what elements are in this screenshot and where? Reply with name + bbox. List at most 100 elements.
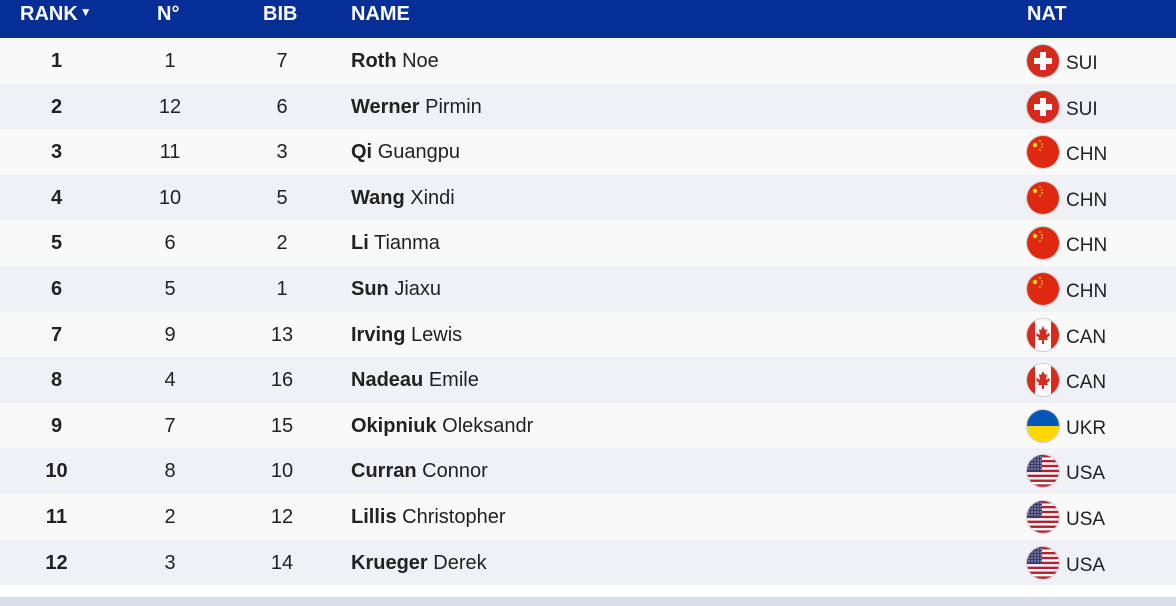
nation-code: SUI xyxy=(1066,98,1098,120)
athlete-name[interactable]: Roth Noe xyxy=(351,50,439,72)
last-name: Okipniuk xyxy=(351,414,437,437)
bib-cell: 6 xyxy=(276,95,288,118)
bib-column-header[interactable]: BIB xyxy=(263,3,298,25)
usa-flag-icon xyxy=(1027,500,1059,533)
nation-code: CHN xyxy=(1066,189,1108,211)
china-flag-icon xyxy=(1027,136,1059,169)
athlete-name[interactable]: Curran Connor xyxy=(351,460,488,482)
china-flag-icon xyxy=(1027,227,1059,260)
nation-code: CAN xyxy=(1066,326,1107,348)
rank-cell: 10 xyxy=(45,460,68,483)
first-name: Lewis xyxy=(411,323,463,346)
first-name: Tianma xyxy=(373,232,440,255)
table-row[interactable]: 3 11 3 Qi Guangpu CHN xyxy=(0,129,1176,175)
first-name: Oleksandr xyxy=(442,414,534,437)
canada-flag-icon xyxy=(1027,364,1059,397)
number-cell: 1 xyxy=(164,50,176,72)
ukraine-flag-icon xyxy=(1027,409,1059,442)
nation-code: CAN xyxy=(1066,372,1107,394)
usa-flag-icon xyxy=(1027,455,1059,488)
number-cell: 4 xyxy=(164,369,176,392)
table-row[interactable]: 4 10 5 Wang Xindi CHN xyxy=(0,174,1176,221)
number-cell: 10 xyxy=(158,186,182,209)
bib-cell: 15 xyxy=(270,414,294,437)
table-row[interactable]: 7 9 13 Irving Lewis CAN xyxy=(0,311,1176,358)
first-name: Noe xyxy=(402,50,439,72)
rank-cell: 5 xyxy=(50,232,63,255)
last-name: Sun xyxy=(351,277,389,300)
nation-code: USA xyxy=(1066,508,1106,530)
rank-header-label: RANK xyxy=(20,3,78,25)
last-name: Curran xyxy=(351,460,417,483)
first-name: Derek xyxy=(433,551,487,574)
athlete-name[interactable]: Werner Pirmin xyxy=(351,96,482,118)
nation-code: USA xyxy=(1066,463,1106,485)
table-row[interactable]: 12 3 14 Krueger Derek USA xyxy=(0,539,1176,586)
athlete-name[interactable]: Irving Lewis xyxy=(351,324,462,346)
table-row[interactable]: 6 5 1 Sun Jiaxu CHN xyxy=(0,265,1176,312)
last-name: Werner xyxy=(351,95,420,118)
athlete-name[interactable]: Okipniuk Oleksandr xyxy=(351,415,533,437)
bib-cell: 2 xyxy=(276,232,288,255)
rank-cell: 2 xyxy=(50,95,63,118)
last-name: Irving xyxy=(351,323,406,346)
china-flag-icon xyxy=(1027,181,1059,214)
last-name: Wang xyxy=(351,186,405,209)
number-cell: 9 xyxy=(164,323,176,346)
rank-cell: 7 xyxy=(50,323,63,346)
bib-cell: 7 xyxy=(276,50,288,72)
table-row[interactable]: 11 2 12 Lillis Christopher USA xyxy=(0,493,1176,540)
athlete-name[interactable]: Li Tianma xyxy=(351,232,440,254)
bib-cell: 10 xyxy=(270,460,294,483)
rank-cell: 6 xyxy=(50,277,63,300)
first-name: Pirmin xyxy=(425,95,482,118)
nation-code: UKR xyxy=(1066,417,1107,439)
athlete-name[interactable]: Lillis Christopher xyxy=(351,506,506,528)
number-cell: 8 xyxy=(164,460,176,483)
bib-cell: 13 xyxy=(270,323,294,346)
athlete-name[interactable]: Nadeau Emile xyxy=(351,369,479,391)
athlete-name[interactable]: Sun Jiaxu xyxy=(351,278,441,300)
table-row[interactable]: 9 7 15 Okipniuk Oleksandr UKR xyxy=(0,402,1176,449)
table-row[interactable]: 10 8 10 Curran Connor USA xyxy=(0,448,1176,494)
name-column-header[interactable]: NAME xyxy=(351,3,410,25)
rank-cell: 11 xyxy=(45,505,68,528)
results-table-body: 1 1 7 Roth Noe SUI 2 12 6 Werner Pirmin S… xyxy=(0,38,1176,586)
athlete-name[interactable]: Wang Xindi xyxy=(351,187,455,209)
last-name: Nadeau xyxy=(351,369,424,392)
table-footer-bar xyxy=(0,597,1176,606)
first-name: Connor xyxy=(422,460,488,483)
bib-cell: 5 xyxy=(276,186,288,209)
number-cell: 12 xyxy=(158,95,182,118)
last-name: Roth xyxy=(351,50,397,72)
table-row[interactable]: 8 4 16 Nadeau Emile CAN xyxy=(0,357,1176,403)
first-name: Christopher xyxy=(402,505,506,528)
table-row[interactable]: 1 1 7 Roth Noe SUI xyxy=(0,38,1176,84)
number-cell: 11 xyxy=(159,141,181,164)
bib-cell: 12 xyxy=(270,505,294,528)
nat-column-header[interactable]: NAT xyxy=(1027,3,1067,25)
last-name: Qi xyxy=(351,141,373,164)
first-name: Emile xyxy=(428,369,479,392)
rank-cell: 12 xyxy=(45,551,68,574)
china-flag-icon xyxy=(1027,272,1059,305)
nation-code: USA xyxy=(1066,554,1106,576)
rank-cell: 3 xyxy=(50,141,63,164)
no-column-header[interactable]: N° xyxy=(157,3,180,25)
number-cell: 6 xyxy=(164,232,176,255)
nation-code: CHN xyxy=(1066,280,1108,302)
table-row[interactable]: 5 6 2 Li Tianma CHN xyxy=(0,220,1176,266)
table-row[interactable]: 2 12 6 Werner Pirmin SUI xyxy=(0,83,1176,130)
athlete-name[interactable]: Krueger Derek xyxy=(351,552,487,574)
number-cell: 7 xyxy=(164,414,176,437)
usa-flag-icon xyxy=(1027,546,1059,579)
sort-desc-icon: ▼ xyxy=(79,5,92,19)
last-name: Li xyxy=(351,232,369,255)
rank-column-header[interactable]: RANK ▼ xyxy=(20,2,92,28)
nation-code: SUI xyxy=(1066,53,1098,74)
rank-cell: 9 xyxy=(50,414,63,437)
nation-code: CHN xyxy=(1066,235,1108,257)
number-cell: 2 xyxy=(164,505,176,528)
athlete-name[interactable]: Qi Guangpu xyxy=(351,141,460,163)
rank-cell: 8 xyxy=(50,369,63,392)
